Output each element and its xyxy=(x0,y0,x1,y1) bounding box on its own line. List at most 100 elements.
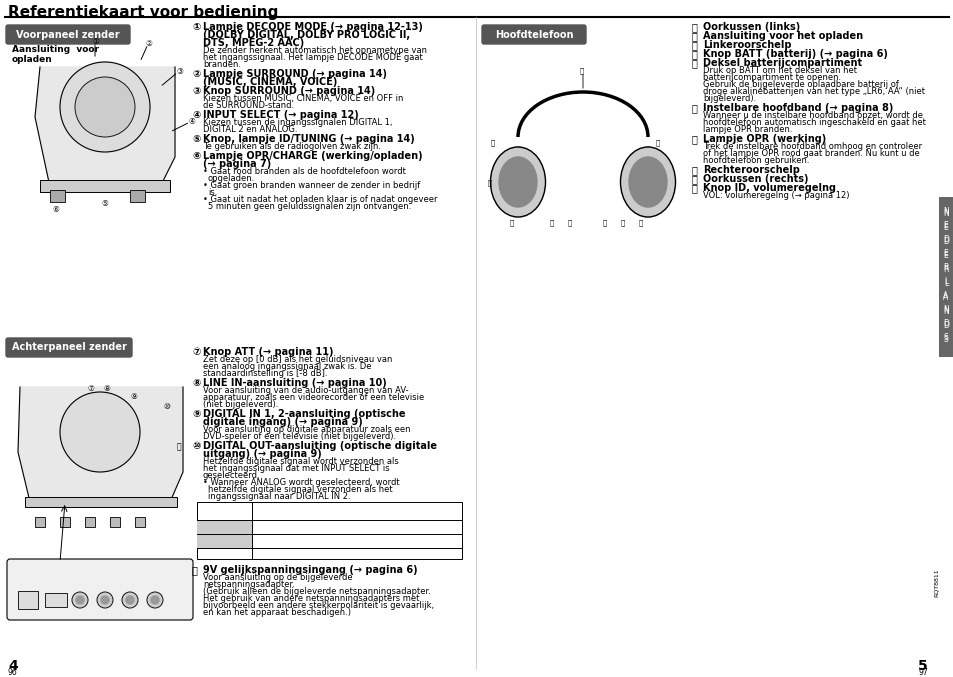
Text: ③: ③ xyxy=(175,67,183,76)
Text: INPUT: INPUT xyxy=(200,510,229,519)
Text: of het lampje OPR rood gaat branden. Nu kunt u de: of het lampje OPR rood gaat branden. Nu … xyxy=(702,149,919,158)
Text: Voor aansluiting op digitale apparatuur zoals een: Voor aansluiting op digitale apparatuur … xyxy=(203,425,410,434)
Text: Voorpaneel zender: Voorpaneel zender xyxy=(16,30,120,39)
Bar xyxy=(196,520,252,534)
Text: A: A xyxy=(943,293,947,302)
Text: ANALOG: ANALOG xyxy=(200,551,238,560)
Text: Gebruik de bijgeleverde oplaadbare batterij of: Gebruik de bijgeleverde oplaadbare batte… xyxy=(702,80,898,89)
Text: ⑮: ⑮ xyxy=(510,219,514,225)
Text: naar DIGITAL 2 wordt verzonden: naar DIGITAL 2 wordt verzonden xyxy=(254,543,378,552)
Bar xyxy=(938,197,952,357)
Text: Hetzelfde signaal als het signaal dat: Hetzelfde signaal als het signaal dat xyxy=(254,537,395,546)
Bar xyxy=(938,197,952,357)
Text: Kiezen tussen de ingangssignalen DIGITAL 1,: Kiezen tussen de ingangssignalen DIGITAL… xyxy=(203,118,392,127)
Text: 96: 96 xyxy=(8,668,18,677)
Bar xyxy=(60,517,70,527)
Text: 4: 4 xyxy=(8,659,18,673)
Text: standaardinstelling is [-8 dB].: standaardinstelling is [-8 dB]. xyxy=(203,369,327,378)
Text: is.: is. xyxy=(208,188,217,197)
Text: (niet bijgeleverd).: (niet bijgeleverd). xyxy=(203,400,278,409)
Text: S: S xyxy=(943,335,947,344)
Text: ⑰: ⑰ xyxy=(579,67,583,74)
Text: (→ pagina 7): (→ pagina 7) xyxy=(203,159,271,169)
Text: ①: ① xyxy=(192,22,200,32)
Bar xyxy=(196,502,461,559)
Text: ③: ③ xyxy=(192,86,200,96)
Text: N: N xyxy=(943,305,948,314)
Text: ⑭: ⑭ xyxy=(691,40,698,50)
Text: Het gebruik van andere netspanningsadapters met: Het gebruik van andere netspanningsadapt… xyxy=(203,594,419,603)
Text: ⑭: ⑭ xyxy=(550,219,554,225)
Text: ⑤: ⑤ xyxy=(101,199,109,208)
Text: • Wanneer ANALOG wordt geselecteerd, wordt: • Wanneer ANALOG wordt geselecteerd, wor… xyxy=(203,478,399,487)
Text: het ingangssignaal. Het lampje DECODE MODE gaat: het ingangssignaal. Het lampje DECODE MO… xyxy=(203,53,422,62)
Text: 5 minuten geen geluidssignalen zijn ontvangen.: 5 minuten geen geluidssignalen zijn ontv… xyxy=(208,202,411,211)
FancyBboxPatch shape xyxy=(6,338,132,357)
Text: ⑳: ⑳ xyxy=(691,174,698,184)
Text: • Gaat groen branden wanneer de zender in bedrijf: • Gaat groen branden wanneer de zender i… xyxy=(203,181,420,190)
Bar xyxy=(130,190,145,202)
Bar xyxy=(35,517,45,527)
Text: lampje OPR branden.: lampje OPR branden. xyxy=(702,125,792,134)
Bar xyxy=(196,534,252,548)
Text: hetzelfde digitale signaal verzonden als het: hetzelfde digitale signaal verzonden als… xyxy=(208,485,393,494)
Text: ㉑: ㉑ xyxy=(691,183,698,193)
Text: de SURROUND-stand.: de SURROUND-stand. xyxy=(203,101,294,110)
Text: (Gebruik alleen de bijgeleverde netspanningsadapter.: (Gebruik alleen de bijgeleverde netspann… xyxy=(203,587,431,596)
Text: ②: ② xyxy=(192,69,200,79)
Text: Te gebruiken als de radiogolven zwak zijn.: Te gebruiken als de radiogolven zwak zij… xyxy=(203,142,380,151)
Text: A: A xyxy=(943,291,947,300)
Text: ⑤: ⑤ xyxy=(192,134,200,144)
Text: DTS, MPEG-2 AAC): DTS, MPEG-2 AAC) xyxy=(203,38,304,48)
Ellipse shape xyxy=(628,157,666,207)
Text: ⑱: ⑱ xyxy=(656,139,659,146)
Text: INPUT SELECT (→ pagina 12): INPUT SELECT (→ pagina 12) xyxy=(203,110,358,120)
Text: ⑧: ⑧ xyxy=(103,384,110,393)
Text: Knop: Knop xyxy=(200,504,224,513)
Text: Lampje DECODE MODE (→ pagina 12-13): Lampje DECODE MODE (→ pagina 12-13) xyxy=(203,22,422,32)
Text: digitale ingang) (→ pagina 9): digitale ingang) (→ pagina 9) xyxy=(203,417,362,427)
Text: Linkeroorschelp: Linkeroorschelp xyxy=(702,40,791,50)
Ellipse shape xyxy=(498,157,537,207)
Circle shape xyxy=(60,392,140,472)
Text: ⑥: ⑥ xyxy=(192,151,200,161)
Text: Instelbare hoofdband (→ pagina 8): Instelbare hoofdband (→ pagina 8) xyxy=(702,103,892,113)
Text: ⑪: ⑪ xyxy=(192,565,197,575)
Text: en kan het apparaat beschadigen.): en kan het apparaat beschadigen.) xyxy=(203,608,351,617)
Text: Kiezen tussen MUSIC, CINEMA, VOICE en OFF in: Kiezen tussen MUSIC, CINEMA, VOICE en OF… xyxy=(203,94,403,103)
Text: DIGITAL OUT-aansluiting (optische digitale: DIGITAL OUT-aansluiting (optische digita… xyxy=(203,441,436,451)
Text: Wanneer u de instelbare hoofdband opzet, wordt de: Wanneer u de instelbare hoofdband opzet,… xyxy=(702,111,923,120)
Text: D: D xyxy=(943,319,948,328)
Text: ⑦: ⑦ xyxy=(192,347,200,357)
Text: Referentiekaart voor bediening: Referentiekaart voor bediening xyxy=(8,5,278,20)
Text: Lampje OPR (werking): Lampje OPR (werking) xyxy=(702,134,825,144)
Text: Knop BATT (batterij) (→ pagina 6): Knop BATT (batterij) (→ pagina 6) xyxy=(702,49,887,59)
Text: Deksel batterijcompartiment: Deksel batterijcompartiment xyxy=(702,58,862,68)
Circle shape xyxy=(126,596,133,604)
Text: ㉑: ㉑ xyxy=(639,219,642,225)
Text: Voor aansluiting van de audio-uitgangen van AV-: Voor aansluiting van de audio-uitgangen … xyxy=(203,386,408,395)
Text: Knop ID, volumeregelng: Knop ID, volumeregelng xyxy=(702,183,835,193)
Ellipse shape xyxy=(619,147,675,217)
Text: (MUSIC, CINEMA, VOICE): (MUSIC, CINEMA, VOICE) xyxy=(203,77,337,87)
Text: droge alkalinebatterijen van het type „LR6, AA“ (niet: droge alkalinebatterijen van het type „L… xyxy=(702,87,924,96)
Text: E: E xyxy=(943,223,947,232)
Bar xyxy=(110,517,120,527)
Text: Hetzelfde digitale signaal wordt verzonden als: Hetzelfde digitale signaal wordt verzond… xyxy=(203,457,398,466)
Text: L: L xyxy=(943,279,947,288)
Text: DVD-speler of een televisie (niet bijgeleverd).: DVD-speler of een televisie (niet bijgel… xyxy=(203,432,395,441)
Text: N: N xyxy=(943,209,948,218)
Text: DIGITAL 2 en ANALOG.: DIGITAL 2 en ANALOG. xyxy=(203,125,297,134)
Text: Achterpaneel zender: Achterpaneel zender xyxy=(11,343,127,353)
Text: Trek de instelbare hoofdband omhoog en controleer: Trek de instelbare hoofdband omhoog en c… xyxy=(702,142,922,151)
Text: branden.: branden. xyxy=(203,60,241,69)
Text: DIGITAL IN 1, 2-aansluiting (optische: DIGITAL IN 1, 2-aansluiting (optische xyxy=(203,409,405,419)
Text: Hoofdtelefoon: Hoofdtelefoon xyxy=(495,30,573,39)
Text: 5: 5 xyxy=(918,659,927,673)
Text: D: D xyxy=(943,235,948,244)
Text: SELECT: SELECT xyxy=(200,516,234,525)
Text: ⑧: ⑧ xyxy=(192,378,200,388)
Text: Knop, lampje ID/TUNING (→ pagina 14): Knop, lampje ID/TUNING (→ pagina 14) xyxy=(203,134,415,144)
Text: een analoog ingangssignaal zwak is. De: een analoog ingangssignaal zwak is. De xyxy=(203,362,371,371)
Text: batterijcompartiment te openen.: batterijcompartiment te openen. xyxy=(702,73,841,82)
